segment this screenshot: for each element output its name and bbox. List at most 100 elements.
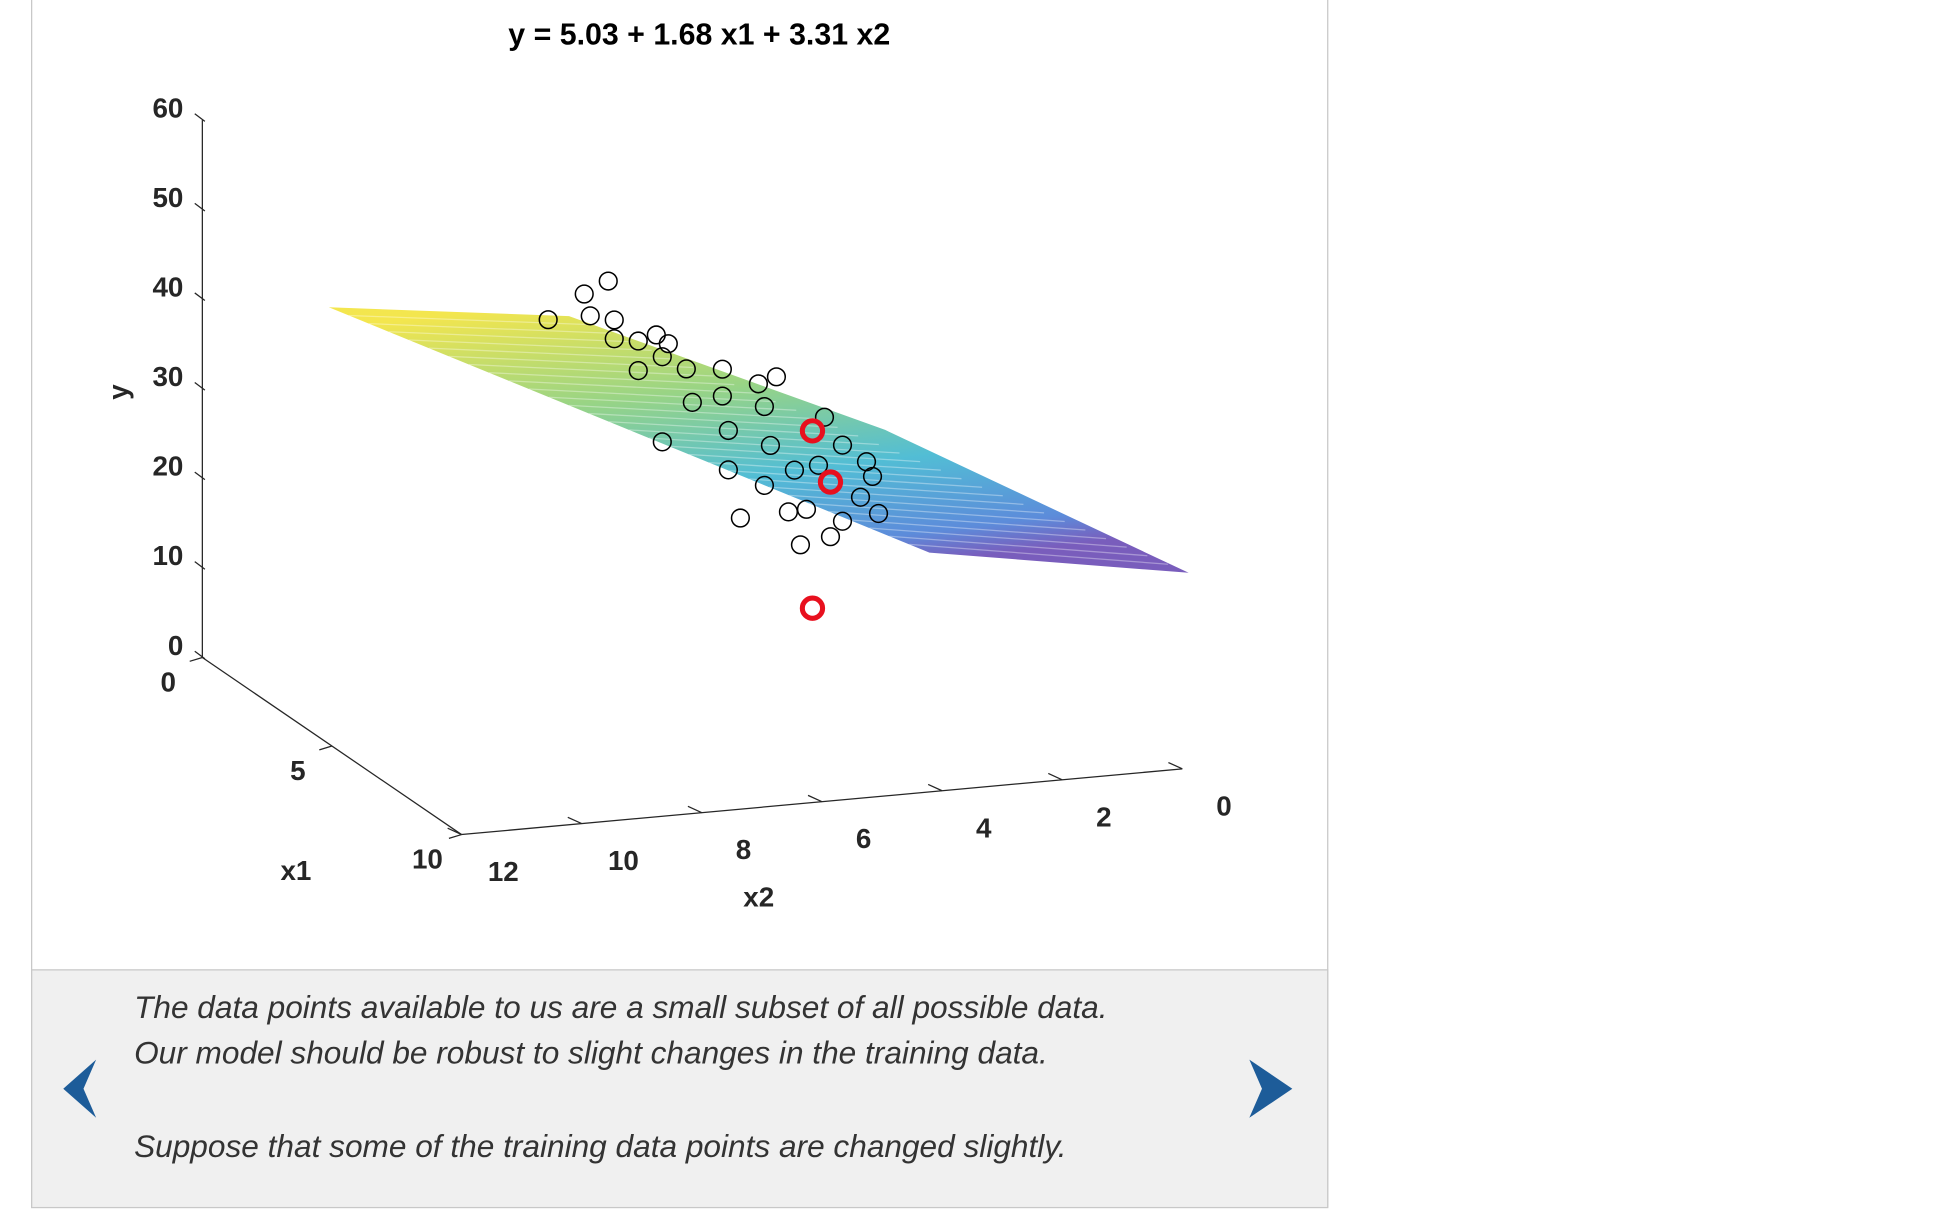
y-tick (194, 113, 206, 122)
mesh-line (348, 314, 590, 326)
caption-line: The data points available to us are a sm… (134, 989, 1107, 1025)
plane-mesh (348, 314, 1169, 565)
mesh-line (909, 543, 1169, 565)
data-point (676, 359, 696, 379)
data-point (754, 396, 775, 417)
mesh-line (729, 470, 983, 488)
y-tick (194, 292, 206, 302)
x2-tick-label: 6 (856, 823, 871, 854)
mesh-line (368, 322, 611, 334)
prev-button[interactable] (63, 1059, 97, 1118)
x2-tick (567, 816, 582, 825)
data-point (712, 386, 732, 406)
y-tick-label: 40 (152, 271, 183, 302)
caption-panel (31, 969, 1329, 1209)
mesh-line (829, 511, 1086, 531)
mesh-line (388, 331, 632, 343)
data-point (799, 595, 826, 621)
y-tick (194, 381, 206, 391)
mesh-line (488, 372, 735, 386)
mesh-line (408, 339, 652, 351)
data-point (754, 475, 775, 495)
mesh-line (589, 412, 838, 428)
data-point (832, 435, 853, 455)
data-point (766, 367, 787, 387)
data-point (652, 432, 672, 452)
data-point (784, 460, 805, 480)
y-tick-label: 30 (152, 361, 183, 392)
y-tick-label: 60 (152, 92, 183, 123)
data-point (580, 306, 600, 326)
x1-tick-label: 5 (290, 755, 305, 786)
data-point (604, 310, 624, 330)
mesh-line (889, 535, 1148, 557)
mesh-line (769, 486, 1024, 505)
data-point (814, 407, 835, 427)
data-point (598, 271, 618, 291)
x1-tick-label: 10 (412, 843, 443, 874)
mesh-line (689, 453, 941, 471)
data-point (862, 466, 883, 487)
x1-tick (319, 745, 333, 751)
x2-tick-label: 10 (608, 845, 639, 876)
data-point (808, 455, 829, 475)
mesh-line (629, 429, 879, 446)
fitted-plane (328, 307, 1189, 573)
data-point (748, 374, 769, 394)
y-tick-label: 10 (152, 540, 183, 571)
x1-axis-label: x1 (280, 855, 311, 886)
x2-tick (1048, 772, 1063, 781)
data-point (718, 460, 738, 480)
data-point (790, 535, 811, 555)
x2-tick (1168, 761, 1183, 770)
data-point (682, 392, 702, 413)
caption-line: Our model should be robust to slight cha… (134, 1034, 1048, 1070)
data-point (850, 487, 871, 507)
x2-tick (687, 805, 703, 814)
mesh-line (468, 363, 714, 377)
data-point (760, 435, 781, 456)
data-point (646, 325, 666, 345)
data-point (778, 502, 799, 522)
y-tick (194, 202, 206, 212)
x2-tick (807, 794, 823, 803)
mesh-line (809, 502, 1065, 523)
x2-tick-label: 12 (488, 856, 519, 887)
mesh-line (669, 445, 921, 463)
data-point (538, 310, 558, 330)
y-tick-label: 50 (152, 182, 183, 213)
x2-tick-label: 2 (1096, 801, 1111, 832)
x2-tick (927, 783, 943, 792)
mesh-line (528, 388, 776, 403)
data-point (820, 527, 841, 547)
data-point (658, 334, 678, 354)
data-point (712, 359, 732, 379)
caption-line: Suppose that some of the training data p… (134, 1128, 1067, 1164)
y-tick-label: 20 (152, 451, 183, 482)
x2-axis-label: x2 (743, 881, 774, 912)
x1-tick-label: 0 (160, 666, 175, 697)
next-button[interactable] (1249, 1059, 1293, 1118)
y-tick-label: 0 (168, 630, 183, 661)
x2-tick-label: 4 (976, 812, 992, 843)
x2-tick (447, 827, 462, 836)
mesh-line (649, 437, 900, 454)
data-point (832, 511, 853, 531)
data-point (796, 499, 817, 519)
chart-title: y = 5.03 + 1.68 x1 + 3.31 x2 (508, 19, 890, 52)
data-point (817, 469, 844, 495)
y-tick (194, 650, 206, 660)
data-point (868, 503, 889, 524)
y-tick (194, 561, 206, 570)
x1-tick (448, 833, 462, 839)
data-point (799, 418, 826, 444)
mesh-line (508, 380, 755, 394)
mesh-line (609, 421, 859, 437)
y-axis-label: y (103, 384, 134, 400)
data-point (628, 331, 648, 351)
data-point (628, 360, 648, 381)
mesh-line (849, 519, 1107, 540)
data-point (718, 420, 738, 441)
